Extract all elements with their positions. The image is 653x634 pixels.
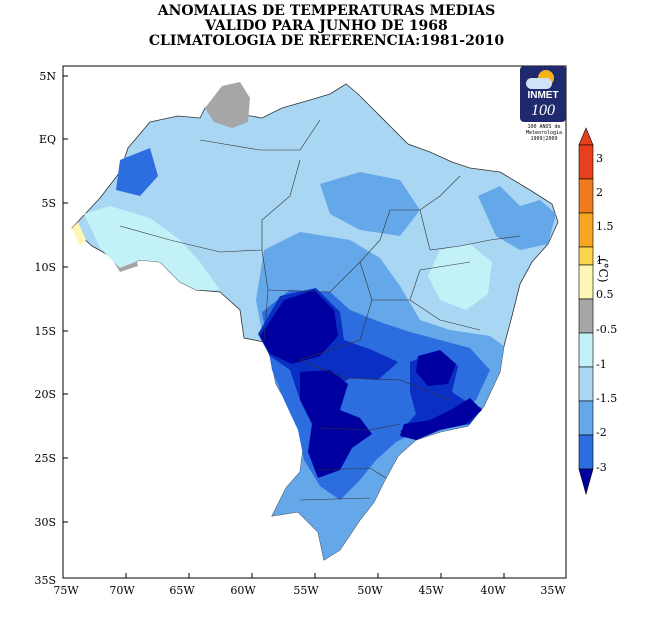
legend-label-0-5: 0.5 — [596, 288, 614, 301]
title-line-2: VALIDO PARA JUNHO DE 1968 — [205, 18, 448, 34]
legend-label-1-5: 1.5 — [596, 220, 614, 233]
mid-patch-east — [478, 186, 556, 250]
neutral-patch-north — [205, 82, 250, 128]
state-borders — [119, 119, 521, 501]
legend-swatch-2 — [578, 212, 594, 248]
y-tick-30s: 30S — [34, 516, 56, 529]
legend-swatch-8 — [578, 400, 594, 436]
legend-unit: (°C) — [596, 258, 610, 283]
logo-caption: 100 ANOS de Meteorologia 1909|2009 — [516, 124, 572, 142]
legend-label-neg3: -3 — [596, 461, 607, 474]
legend-labels: 3 2 1.5 1 0.5 -0.5 -1 -1.5 -2 -3 — [596, 152, 617, 474]
mid-patch-north — [320, 172, 420, 236]
legend-label-neg2: -2 — [596, 426, 607, 439]
legend-bottom-arrow — [578, 468, 594, 496]
legend-swatch-4 — [578, 264, 594, 300]
light-patch-northeast — [428, 244, 492, 310]
title-line-3: CLIMATOLOGIA DE REFERENCIA:1981-2010 — [148, 33, 505, 49]
y-tick-5s: 5S — [41, 197, 56, 210]
inmet-logo: INMET 100 — [520, 66, 566, 122]
logo-caption-line-3: 1909|2009 — [530, 136, 558, 142]
x-tick-60w: 60W — [230, 584, 256, 597]
logo-caption-line-1: 100 ANOS de — [527, 124, 561, 130]
y-tick-5n: 5N — [39, 70, 56, 83]
legend-swatch-9 — [578, 434, 594, 470]
y-tick-marks — [63, 75, 68, 523]
y-axis: 5N EQ 5S 10S 15S 20S 25S 30S 35S — [34, 70, 56, 587]
logo-caption-line-2: Meteorologia — [525, 130, 563, 136]
x-tick-70w: 70W — [109, 584, 135, 597]
x-tick-55w: 55W — [293, 584, 319, 597]
x-tick-65w: 65W — [169, 584, 195, 597]
title-line-1: ANOMALIAS DE TEMPERATURAS MEDIAS — [157, 3, 496, 19]
cloud-icon — [526, 78, 552, 89]
y-tick-20s: 20S — [34, 388, 56, 401]
extreme-patch-minas — [416, 350, 456, 386]
x-tick-75w: 75W — [53, 584, 79, 597]
legend-top-arrow — [578, 127, 594, 146]
warm-patch-west — [72, 222, 86, 246]
legend-colorbar — [578, 127, 594, 496]
extreme-patch-south — [300, 370, 372, 478]
extreme-patch-se — [400, 398, 482, 440]
legend-swatch-7 — [578, 366, 594, 402]
x-tick-40w: 40W — [480, 584, 506, 597]
legend-swatch-3 — [578, 246, 594, 266]
legend-label-2: 2 — [596, 186, 603, 199]
x-tick-50w: 50W — [357, 584, 383, 597]
legend-swatch-6 — [578, 332, 594, 368]
legend-label-3: 3 — [596, 152, 603, 165]
extreme-patch-mato-grosso — [260, 290, 338, 364]
legend-label-1: 1 — [596, 254, 603, 267]
logo-name: INMET — [527, 90, 559, 101]
y-tick-10s: 10S — [34, 261, 56, 274]
y-tick-35s: 35S — [34, 574, 56, 587]
x-tick-45w: 45W — [418, 584, 444, 597]
logo-number: 100 — [531, 102, 555, 119]
x-tick-35w: 35W — [540, 584, 566, 597]
mid-patch-northwest — [116, 148, 158, 196]
x-tick-marks — [125, 573, 505, 578]
legend-label-neg1-5: -1.5 — [596, 392, 617, 405]
x-axis: 75W 70W 65W 60W 55W 50W 45W 40W 35W — [53, 584, 566, 597]
legend-label-neg1: -1 — [596, 358, 607, 371]
legend-label-neg0-5: -0.5 — [596, 323, 617, 336]
y-tick-15s: 15S — [34, 325, 56, 338]
legend-swatch-0 — [578, 144, 594, 180]
y-tick-25s: 25S — [34, 452, 56, 465]
y-tick-eq: EQ — [39, 133, 56, 146]
light-patch-west — [84, 206, 220, 290]
legend-swatch-5 — [578, 298, 594, 334]
legend-swatch-1 — [578, 178, 594, 214]
